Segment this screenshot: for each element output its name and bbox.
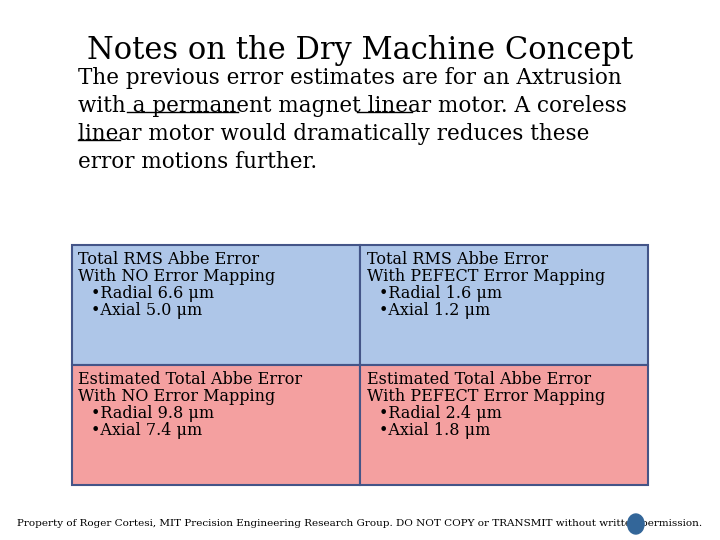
Text: Total RMS Abbe Error: Total RMS Abbe Error — [78, 251, 259, 268]
Text: Estimated Total Abbe Error: Estimated Total Abbe Error — [366, 371, 590, 388]
Text: With PEFECT Error Mapping: With PEFECT Error Mapping — [366, 388, 605, 405]
Text: •Axial 5.0 μm: •Axial 5.0 μm — [91, 302, 202, 319]
FancyBboxPatch shape — [72, 245, 360, 365]
Text: With NO Error Mapping: With NO Error Mapping — [78, 388, 276, 405]
Text: The previous error estimates are for an Axtrusion: The previous error estimates are for an … — [78, 67, 622, 89]
Circle shape — [628, 514, 644, 534]
FancyBboxPatch shape — [360, 365, 648, 485]
Text: •Radial 2.4 μm: •Radial 2.4 μm — [379, 405, 502, 422]
Text: Property of Roger Cortesi, MIT Precision Engineering Research Group. DO NOT COPY: Property of Roger Cortesi, MIT Precision… — [17, 519, 703, 529]
Text: •Axial 7.4 μm: •Axial 7.4 μm — [91, 422, 202, 439]
Text: Total RMS Abbe Error: Total RMS Abbe Error — [366, 251, 548, 268]
Text: With NO Error Mapping: With NO Error Mapping — [78, 268, 276, 285]
FancyBboxPatch shape — [360, 245, 648, 365]
Text: •Radial 6.6 μm: •Radial 6.6 μm — [91, 285, 214, 302]
Text: Notes on the Dry Machine Concept: Notes on the Dry Machine Concept — [87, 35, 633, 66]
Text: With PEFECT Error Mapping: With PEFECT Error Mapping — [366, 268, 605, 285]
Text: error motions further.: error motions further. — [78, 151, 318, 173]
Text: Estimated Total Abbe Error: Estimated Total Abbe Error — [78, 371, 302, 388]
Text: •Radial 1.6 μm: •Radial 1.6 μm — [379, 285, 502, 302]
Text: linear motor would dramatically reduces these: linear motor would dramatically reduces … — [78, 123, 590, 145]
FancyBboxPatch shape — [72, 365, 360, 485]
Text: •Radial 9.8 μm: •Radial 9.8 μm — [91, 405, 214, 422]
Text: •Axial 1.8 μm: •Axial 1.8 μm — [379, 422, 490, 439]
Text: •Axial 1.2 μm: •Axial 1.2 μm — [379, 302, 490, 319]
Text: with a permanent magnet linear motor. A coreless: with a permanent magnet linear motor. A … — [78, 95, 627, 117]
